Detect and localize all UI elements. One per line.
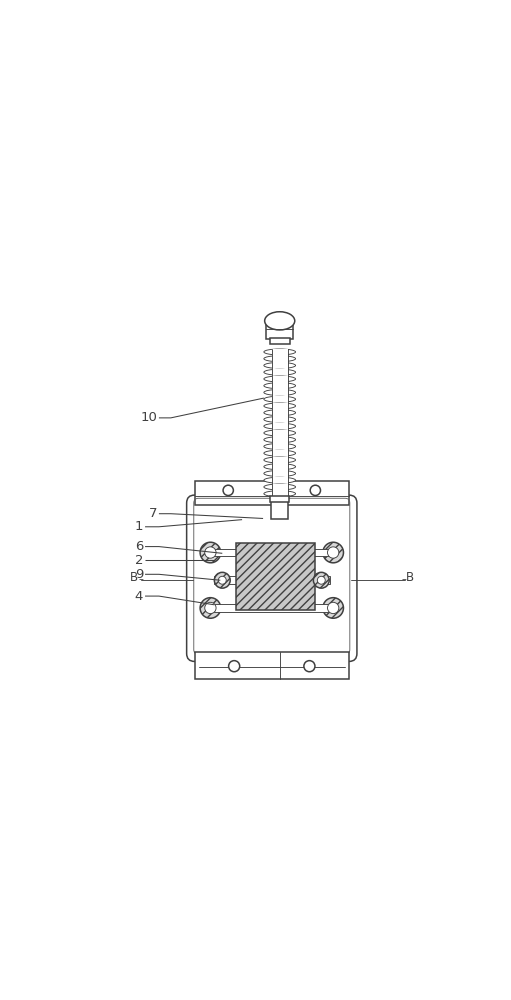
Bar: [272, 430, 288, 436]
Circle shape: [310, 485, 320, 495]
Bar: [236, 543, 315, 610]
Circle shape: [218, 576, 226, 584]
Bar: [271, 498, 288, 519]
Bar: [214, 576, 330, 584]
FancyBboxPatch shape: [187, 495, 357, 661]
Circle shape: [200, 598, 221, 618]
Bar: [272, 416, 288, 423]
Circle shape: [304, 661, 315, 672]
Circle shape: [205, 602, 216, 614]
Circle shape: [317, 576, 325, 584]
Text: B: B: [406, 571, 414, 584]
Bar: [272, 389, 288, 396]
Ellipse shape: [264, 410, 295, 416]
Text: –: –: [401, 574, 406, 584]
Bar: [272, 369, 288, 376]
Text: –: –: [138, 574, 144, 584]
Ellipse shape: [265, 312, 295, 330]
Bar: [270, 496, 289, 502]
Bar: [272, 396, 288, 403]
Bar: [272, 470, 288, 477]
Circle shape: [223, 485, 234, 495]
Ellipse shape: [264, 376, 295, 382]
Ellipse shape: [264, 349, 295, 355]
Bar: [272, 355, 288, 362]
Bar: [272, 436, 288, 443]
Ellipse shape: [264, 437, 295, 443]
Text: B: B: [130, 571, 138, 584]
Bar: [214, 549, 330, 556]
Bar: [272, 349, 288, 355]
Text: 6: 6: [135, 540, 143, 553]
Ellipse shape: [264, 383, 295, 389]
Bar: [195, 652, 349, 679]
Text: 7: 7: [148, 507, 157, 520]
Text: 9: 9: [135, 568, 143, 581]
Ellipse shape: [264, 464, 295, 470]
Bar: [272, 376, 288, 382]
Ellipse shape: [264, 443, 295, 449]
Bar: [272, 423, 288, 430]
Ellipse shape: [264, 369, 295, 375]
Bar: [266, 322, 293, 339]
Ellipse shape: [264, 416, 295, 422]
Ellipse shape: [264, 484, 295, 490]
Ellipse shape: [264, 362, 295, 368]
Ellipse shape: [264, 423, 295, 429]
Circle shape: [323, 598, 343, 618]
Ellipse shape: [264, 396, 295, 402]
Ellipse shape: [264, 491, 295, 497]
Circle shape: [215, 572, 230, 588]
Circle shape: [323, 542, 343, 563]
Ellipse shape: [264, 430, 295, 436]
Circle shape: [328, 602, 339, 614]
Circle shape: [328, 547, 339, 558]
Ellipse shape: [264, 403, 295, 409]
Circle shape: [313, 572, 329, 588]
Bar: [272, 403, 288, 409]
Ellipse shape: [264, 450, 295, 456]
Bar: [272, 450, 288, 457]
Text: 4: 4: [135, 590, 143, 603]
Ellipse shape: [264, 470, 295, 476]
Bar: [272, 443, 288, 450]
Bar: [272, 409, 288, 416]
Bar: [195, 481, 349, 505]
Circle shape: [200, 542, 221, 563]
Bar: [272, 362, 288, 369]
Bar: [272, 457, 288, 463]
Text: 10: 10: [140, 411, 157, 424]
Text: 1: 1: [134, 520, 143, 533]
Bar: [272, 349, 288, 497]
Bar: [272, 490, 288, 497]
Circle shape: [205, 547, 216, 558]
Ellipse shape: [264, 356, 295, 362]
Bar: [272, 382, 288, 389]
Bar: [272, 484, 288, 490]
Bar: [270, 338, 290, 344]
Bar: [272, 463, 288, 470]
Text: 2: 2: [134, 554, 143, 567]
Bar: [272, 477, 288, 484]
Bar: [214, 604, 330, 612]
Ellipse shape: [264, 457, 295, 463]
Ellipse shape: [264, 389, 295, 395]
Ellipse shape: [264, 477, 295, 483]
Circle shape: [228, 661, 240, 672]
